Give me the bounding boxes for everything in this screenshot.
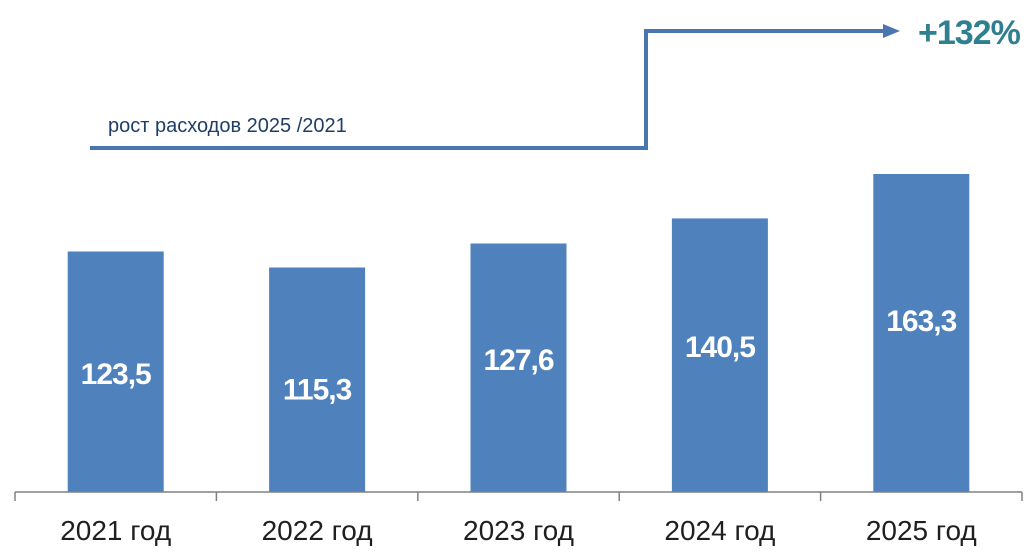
x-tick-label: 2023 год xyxy=(463,515,574,546)
arrowhead-icon xyxy=(883,24,900,38)
bars-layer: 123,5 115,3 127,6 140,5 163,3 xyxy=(67,174,970,492)
bar-2021-год xyxy=(67,251,164,492)
growth-percent-label: +132% xyxy=(918,14,1021,52)
x-tick-label: 2021 год xyxy=(60,515,171,546)
growth-arrow-line xyxy=(90,29,885,150)
x-tick-label: 2022 год xyxy=(262,515,373,546)
x-tick-label: 2024 год xyxy=(664,515,775,546)
bar-value-label: 115,3 xyxy=(283,374,352,407)
annotation-text: рост расходов 2025 /2021 xyxy=(108,115,347,137)
x-axis: 2021 год 2022 год 2023 год 2024 год 2025 год xyxy=(14,491,1023,546)
bar-value-label: 140,5 xyxy=(685,331,755,364)
growth-annotation: рост расходов 2025 /2021 +132% xyxy=(90,14,1022,150)
x-tick-label: 2025 год xyxy=(866,515,977,546)
bar-2023-год xyxy=(470,243,567,492)
bar-2025-год xyxy=(873,174,970,492)
bar-value-label: 163,3 xyxy=(886,305,956,338)
bar-value-label: 123,5 xyxy=(81,358,151,391)
bar-2022-год xyxy=(269,267,366,492)
bar-value-label: 127,6 xyxy=(483,344,553,377)
bar-2024-год xyxy=(671,218,768,492)
